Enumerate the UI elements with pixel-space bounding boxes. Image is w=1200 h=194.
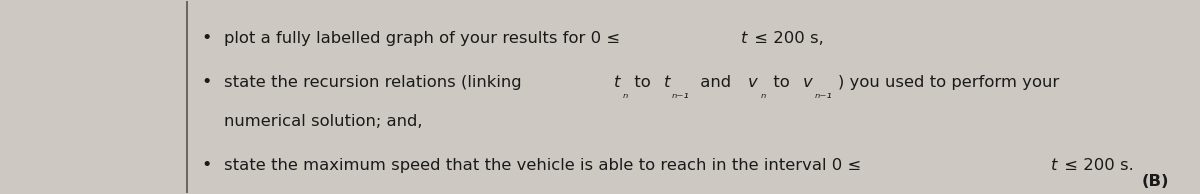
Text: to: to (629, 75, 656, 90)
Text: t: t (1051, 158, 1057, 173)
Text: state the maximum speed that the vehicle is able to reach in the interval 0 ≤: state the maximum speed that the vehicle… (224, 158, 866, 173)
Text: ₙ: ₙ (622, 88, 628, 101)
Text: ₙ: ₙ (761, 88, 766, 101)
Text: (B): (B) (1141, 174, 1169, 189)
Text: •: • (202, 29, 211, 48)
Text: to: to (768, 75, 794, 90)
Text: t: t (664, 75, 671, 90)
Text: ≤ 200 s,: ≤ 200 s, (749, 31, 823, 46)
Text: plot a fully labelled graph of your results for 0 ≤: plot a fully labelled graph of your resu… (224, 31, 625, 46)
Text: ₙ₋₁: ₙ₋₁ (815, 88, 833, 101)
Text: v: v (803, 75, 812, 90)
Text: •: • (202, 74, 211, 91)
Text: state the recursion relations (linking: state the recursion relations (linking (224, 75, 527, 90)
Text: ≤ 200 s.: ≤ 200 s. (1060, 158, 1134, 173)
Text: and: and (695, 75, 737, 90)
Text: •: • (202, 156, 211, 174)
Text: numerical solution; and,: numerical solution; and, (224, 114, 422, 129)
Text: t: t (614, 75, 620, 90)
Text: v: v (748, 75, 758, 90)
Text: ) you used to perform your: ) you used to perform your (838, 75, 1060, 90)
Text: ₙ₋₁: ₙ₋₁ (672, 88, 690, 101)
Text: t: t (740, 31, 748, 46)
